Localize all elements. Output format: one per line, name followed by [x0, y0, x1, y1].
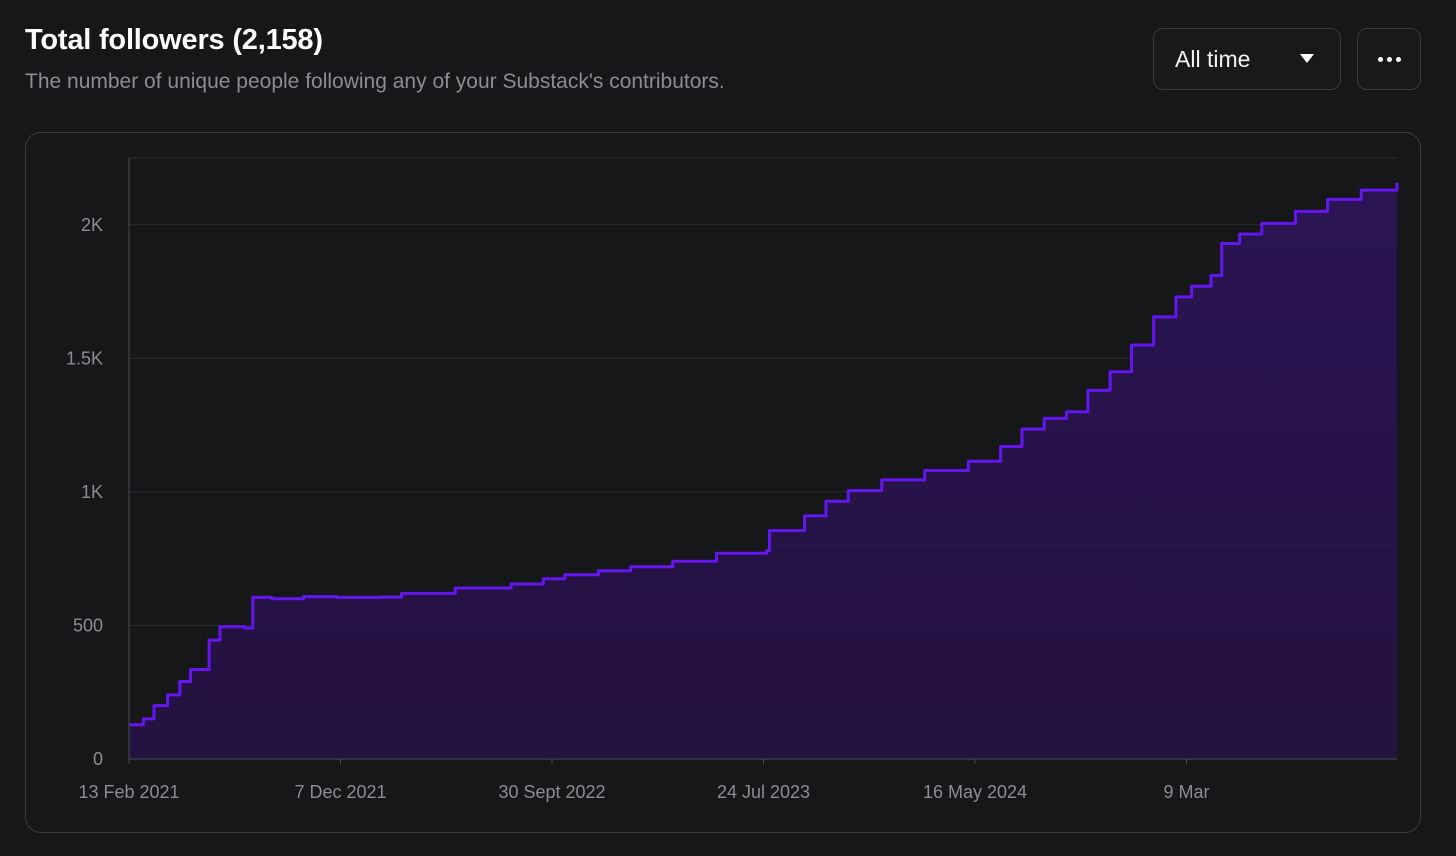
- series-line: [129, 182, 1399, 727]
- ellipsis-icon: [1386, 56, 1392, 62]
- x-tick-label: 7 Dec 2021: [294, 782, 386, 802]
- time-range-dropdown[interactable]: All time: [1153, 28, 1341, 90]
- y-tick-label: 500: [73, 615, 103, 635]
- tick-labels: 0 500 1K 1.5K 2K 13 Feb 2021 7 Dec 2021 30 Sept…: [66, 215, 1210, 802]
- page-subtitle: The number of unique people following an…: [25, 70, 725, 93]
- area-layer: [129, 182, 1399, 760]
- series-area: [129, 182, 1397, 760]
- page-title: Total followers (2,158): [25, 24, 323, 56]
- x-tick-label: 30 Sept 2022: [498, 782, 605, 802]
- x-tick-label: 9 Mar: [1163, 782, 1209, 802]
- y-tick-label: 1.5K: [66, 348, 103, 368]
- x-tick-label: 13 Feb 2021: [78, 782, 179, 802]
- x-tick-label: 16 May 2024: [923, 782, 1027, 802]
- ellipsis-icon: [1395, 56, 1401, 62]
- time-range-selected: All time: [1175, 45, 1251, 72]
- followers-chart: 0 500 1K 1.5K 2K 13 Feb 2021 7 Dec 2021 30 Sept…: [66, 157, 1399, 802]
- more-options-button[interactable]: [1357, 28, 1421, 90]
- y-tick-label: 1K: [81, 482, 103, 502]
- x-tick-label: 24 Jul 2023: [717, 782, 810, 802]
- chart-card: 0 500 1K 1.5K 2K 13 Feb 2021 7 Dec 2021 30 Sept…: [25, 132, 1421, 833]
- y-tick-label: 0: [93, 749, 103, 769]
- axes: [128, 158, 1397, 764]
- y-tick-label: 2K: [81, 215, 103, 235]
- triangle-down-icon: [1300, 54, 1314, 63]
- ellipsis-icon: [1377, 56, 1383, 62]
